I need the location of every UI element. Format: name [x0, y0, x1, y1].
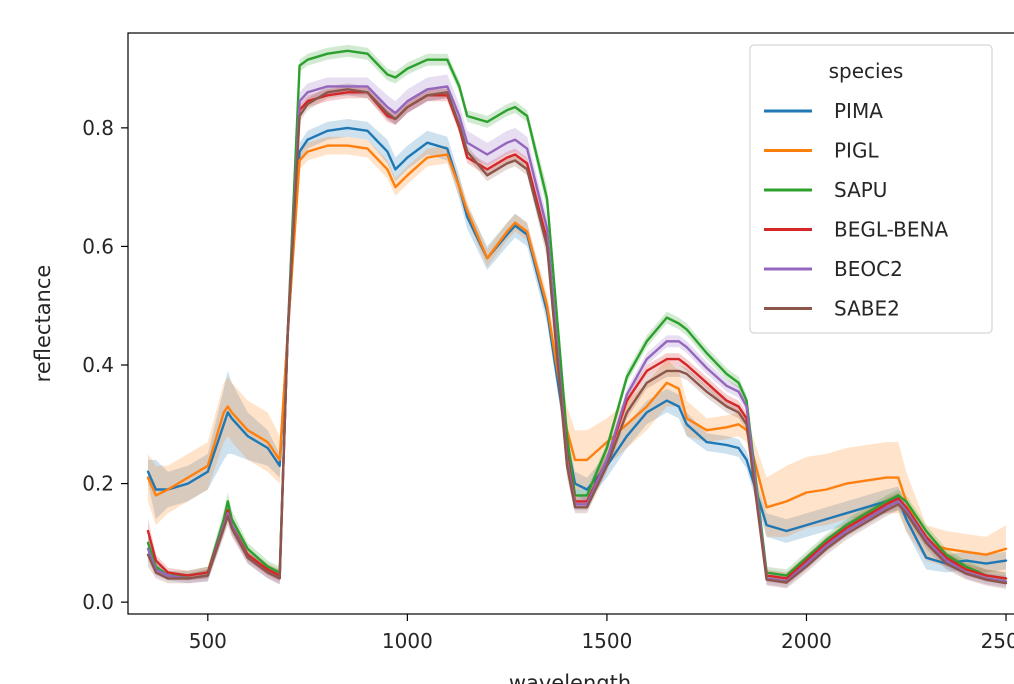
line-begl-bena [146, 91, 1008, 580]
y-tick-label: 0.0 [82, 590, 114, 614]
legend-label-pigl: PIGL [834, 139, 879, 163]
x-axis-label: wavelength [509, 671, 631, 684]
line-sabe2 [146, 88, 1008, 585]
x-tick-label: 1000 [382, 629, 433, 653]
legend-title: species [829, 59, 904, 83]
legend-label-pima: PIMA [834, 99, 883, 123]
y-tick-label: 0.2 [82, 472, 114, 496]
band-pima [148, 119, 1006, 573]
plot-frame [127, 32, 1014, 615]
legend-label-begl-bena: BEGL-BENA [834, 218, 948, 242]
legend-label-sapu: SAPU [834, 178, 887, 202]
y-tick-label: 0.8 [82, 116, 114, 140]
y-tick-label: 0.6 [82, 234, 114, 258]
legend: species PIMA PIGL SAPU BEGL-BENA BEOC2 SABE2 [749, 44, 993, 334]
y-axis: 0.0 0.2 0.4 0.6 0.8 [82, 116, 128, 614]
x-tick-label: 2000 [781, 629, 832, 653]
band-begl-bena [148, 86, 1006, 585]
x-tick-label: 500 [189, 629, 227, 653]
line-sapu [146, 49, 1008, 580]
series-lines [146, 49, 1008, 585]
legend-label-sabe2: SABE2 [834, 297, 900, 321]
y-axis-label: reflectance [31, 265, 55, 383]
legend-label-beoc2: BEOC2 [834, 257, 903, 281]
x-tick-label: 1500 [581, 629, 632, 653]
band-sabe2 [148, 83, 1006, 590]
legend-items: PIMA PIGL SAPU BEGL-BENA BEOC2 SABE2 [764, 99, 948, 321]
line-pigl [146, 144, 1008, 556]
y-tick-label: 0.4 [82, 353, 114, 377]
legend-box [749, 44, 993, 334]
